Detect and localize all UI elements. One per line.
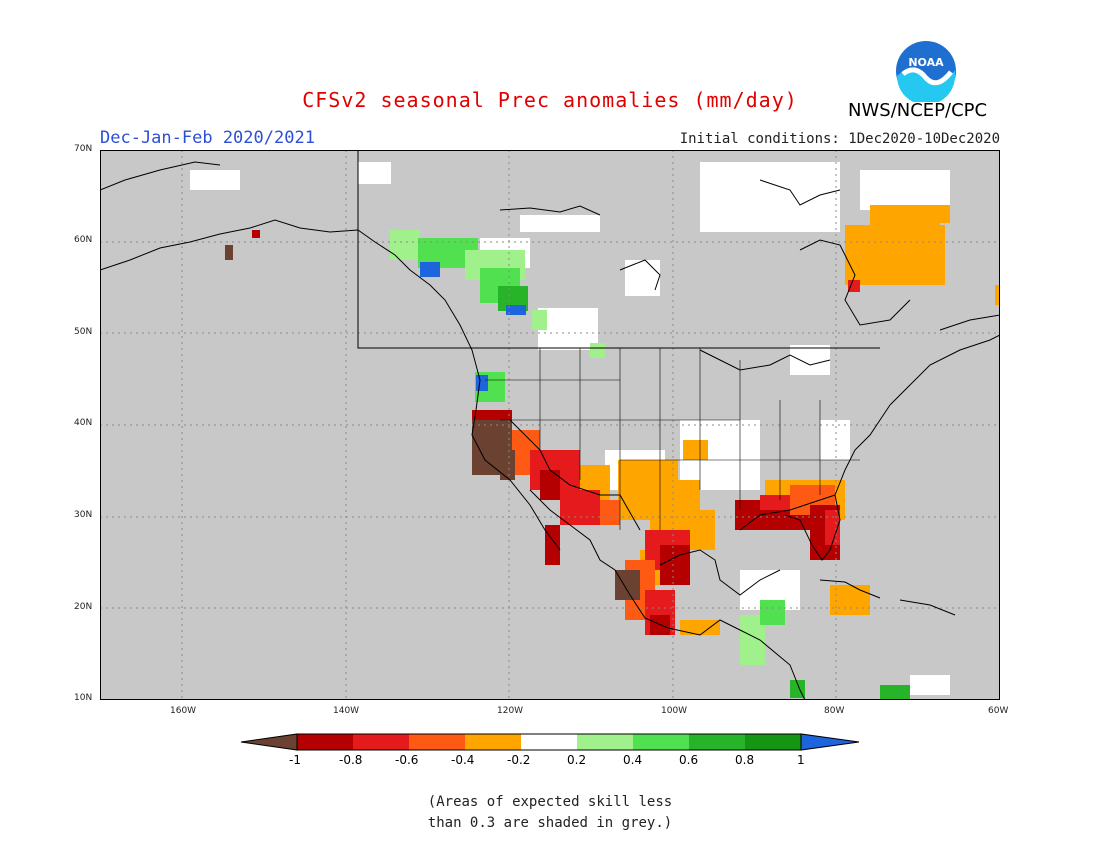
colorbar-swatch [353,734,409,750]
agency-label: NWS/NCEP/CPC [848,100,988,121]
colorbar-swatch [297,734,353,750]
anomaly-map [100,150,1000,700]
lat-label: 50N [74,327,93,337]
lat-label: 60N [74,235,93,245]
initial-conditions-label: Initial conditions: 1Dec2020-10Dec2020 [679,131,1000,147]
skill-note-line: than 0.3 are shaded in grey.) [427,815,673,831]
lat-label: 30N [74,510,93,520]
colorbar-swatch [521,734,577,750]
state-borders [485,348,860,530]
logo-text: NOAA [908,56,944,69]
coastlines [100,150,1000,700]
lon-label: 100W [661,706,688,716]
colorbar-label: 0.2 [567,753,587,767]
colorbar-label: -0.2 [507,753,531,767]
colorbar-swatch [465,734,521,750]
noaa-logo: NOAA [895,40,957,105]
colorbar-arrow-low [240,733,298,751]
graticule [100,150,1000,700]
colorbar-label: -0.4 [451,753,475,767]
lat-label: 70N [74,144,93,154]
skill-note: (Areas of expected skill less than 0.3 a… [0,792,1100,834]
colorbar-frame [296,733,802,751]
lat-label: 40N [74,418,93,428]
colorbar-label: 0.6 [679,753,699,767]
lon-label: 80W [824,706,845,716]
chart-title: CFSv2 seasonal Prec anomalies (mm/day) [302,88,798,112]
colorbar-swatch [409,734,465,750]
lon-label: 160W [170,706,197,716]
colorbar-arrow-high [800,733,860,751]
lat-label: 10N [74,693,93,703]
colorbar-swatches [240,733,860,751]
colorbar-swatch [689,734,745,750]
skill-note-line: (Areas of expected skill less [427,794,673,810]
lon-label: 140W [333,706,360,716]
colorbar-label: 0.4 [623,753,643,767]
colorbar-swatch [633,734,689,750]
colorbar-label: 0.8 [735,753,755,767]
lon-label: 60W [988,706,1009,716]
colorbar-label: -0.8 [339,753,363,767]
lat-label: 20N [74,602,93,612]
lon-label: 120W [497,706,524,716]
colorbar-label: -0.6 [395,753,419,767]
season-label: Dec-Jan-Feb 2020/2021 [100,128,315,148]
colorbar-label: 1 [797,753,805,767]
colorbar-label: -1 [289,753,301,767]
colorbar-swatch [577,734,633,750]
colorbar-swatch [745,734,801,750]
